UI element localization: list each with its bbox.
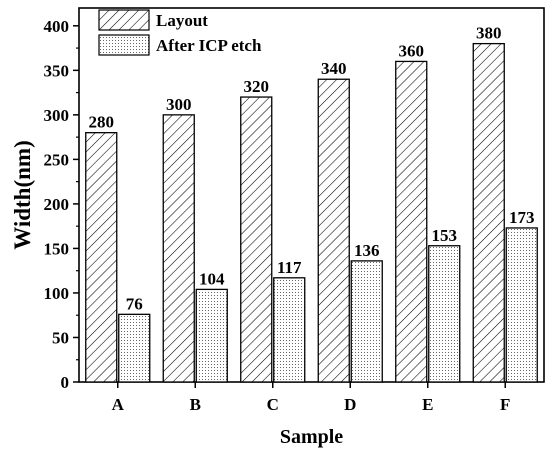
- etch-bar-B: [195, 288, 228, 383]
- layout-bar-D: [317, 78, 350, 383]
- data-label: 173: [509, 208, 535, 227]
- x-tick-label: B: [190, 395, 201, 414]
- x-tick-label: A: [112, 395, 125, 414]
- y-tick-label: 50: [52, 328, 69, 347]
- y-tick-label: 400: [44, 17, 70, 36]
- etch-bar-C: [273, 277, 306, 383]
- legend: Layout After ICP etch: [98, 9, 262, 56]
- data-label: 320: [244, 77, 270, 96]
- legend-swatch-layout: [98, 9, 150, 31]
- data-label: 104: [199, 269, 225, 288]
- etch-bar-E: [428, 245, 461, 383]
- x-tick-label: E: [422, 395, 433, 414]
- x-tick-label: D: [344, 395, 356, 414]
- y-axis-title: Width(nm): [10, 140, 35, 250]
- y-tick-label: 150: [44, 239, 70, 258]
- y-tick-label: 100: [44, 284, 70, 303]
- layout-bar-E: [395, 60, 428, 383]
- x-tick-label: C: [267, 395, 279, 414]
- legend-label: After ICP etch: [156, 36, 262, 55]
- x-axis-title: Sample: [280, 426, 343, 448]
- data-label: 76: [126, 294, 143, 313]
- data-label: 136: [354, 241, 380, 260]
- layout-bar-A: [85, 132, 118, 383]
- x-tick-label: F: [500, 395, 510, 414]
- y-tick-label: 200: [44, 195, 70, 214]
- y-tick-label: 250: [44, 150, 70, 169]
- data-label: 380: [476, 24, 502, 43]
- layout-bar-F: [472, 42, 505, 383]
- layout-bar-C: [240, 96, 273, 383]
- legend-swatch-etch: [98, 34, 150, 56]
- etch-bar-A: [118, 313, 151, 383]
- data-label: 340: [321, 59, 347, 78]
- plot-frame: [78, 7, 545, 383]
- legend-label: Layout: [156, 11, 208, 30]
- layout-bar-B: [162, 114, 195, 383]
- data-label: 360: [399, 41, 425, 60]
- plot-area: 0 50 100 150 200 250 300 350 400 A 280 76 B 300 104 C 32…: [44, 7, 545, 414]
- y-tick-label: 350: [44, 61, 70, 80]
- data-label: 117: [277, 258, 302, 277]
- etch-bar-F: [505, 227, 538, 383]
- data-label: 280: [89, 113, 115, 132]
- data-label: 153: [432, 226, 458, 245]
- y-tick-label: 300: [44, 106, 70, 125]
- etch-bar-D: [350, 260, 383, 383]
- data-label: 300: [166, 95, 192, 114]
- y-tick-label: 0: [61, 373, 70, 392]
